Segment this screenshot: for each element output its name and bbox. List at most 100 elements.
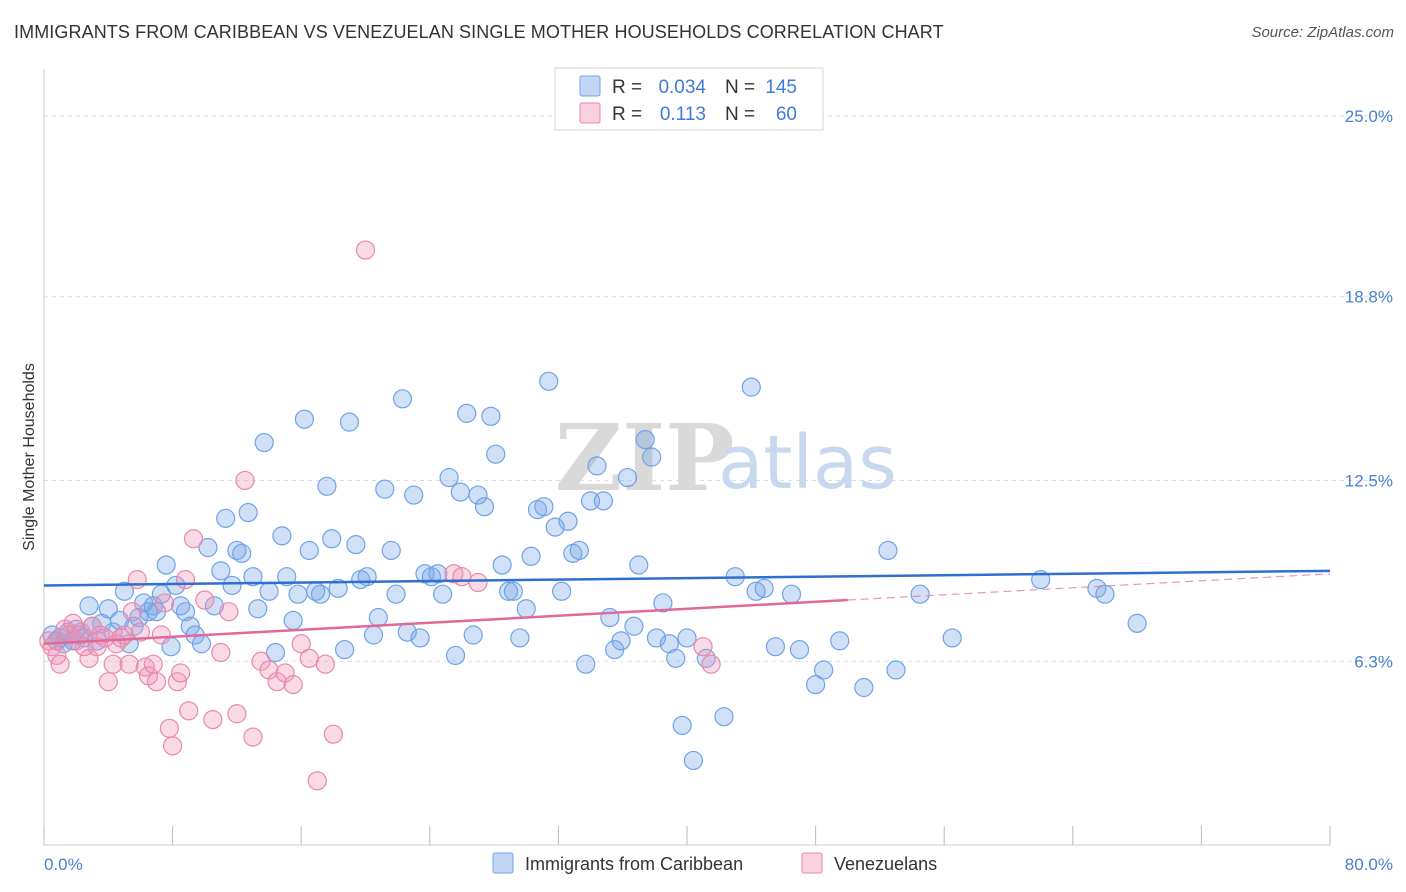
legend: R = 0.034 N = 145 R = 0.113 N = 60 bbox=[554, 67, 824, 131]
venezuelan-point-14 bbox=[95, 628, 115, 648]
caribbean-point-13 bbox=[98, 599, 118, 619]
caribbean-point-128 bbox=[830, 631, 850, 651]
venezuelan-point-29 bbox=[154, 593, 175, 613]
caribbean-point-25 bbox=[156, 555, 176, 575]
caribbean-point-132 bbox=[910, 584, 930, 604]
caribbean-point-106 bbox=[624, 616, 644, 636]
caribbean-point-89 bbox=[521, 546, 541, 566]
caribbean-point-101 bbox=[593, 491, 614, 511]
caribbean-point-66 bbox=[386, 584, 406, 604]
bottom-legend-swatch-blue bbox=[492, 852, 514, 874]
caribbean-point-125 bbox=[789, 640, 810, 660]
x-tick-right: 80.0% bbox=[1345, 855, 1393, 874]
caribbean-point-111 bbox=[653, 593, 673, 613]
caribbean-point-123 bbox=[765, 637, 786, 657]
legend-n-label-1: N = bbox=[725, 77, 755, 98]
caribbean-point-133 bbox=[942, 628, 962, 648]
venezuelan-point-42 bbox=[235, 470, 255, 491]
caribbean-point-36 bbox=[216, 508, 236, 528]
caribbean-point-109 bbox=[642, 447, 662, 467]
trend-line-caribbean bbox=[43, 569, 1331, 587]
caribbean-point-137 bbox=[1127, 613, 1147, 633]
caribbean-point-91 bbox=[534, 497, 554, 517]
venezuelan-point-26 bbox=[143, 654, 163, 674]
chart-title: IMMIGRANTS FROM CARIBBEAN VS VENEZUELAN … bbox=[14, 22, 944, 42]
trend-line-venezuelans bbox=[43, 598, 848, 646]
y-tick-label-1: 18.8% bbox=[1345, 288, 1393, 307]
trend-lines bbox=[43, 569, 1331, 646]
caribbean-point-44 bbox=[259, 581, 279, 601]
legend-n-value-2: 60 bbox=[776, 104, 797, 125]
venezuelan-point-39 bbox=[211, 642, 231, 663]
venezuelan-point-0 bbox=[39, 631, 59, 651]
caribbean-point-67 bbox=[392, 389, 413, 409]
caribbean-point-27 bbox=[166, 575, 186, 596]
venezuelan-point-56 bbox=[452, 567, 472, 587]
venezuelan-point-52 bbox=[315, 654, 335, 674]
caribbean-point-126 bbox=[805, 675, 826, 695]
caribbean-point-74 bbox=[433, 584, 453, 604]
caribbean-point-54 bbox=[317, 476, 337, 496]
caribbean-point-53 bbox=[310, 584, 331, 604]
caribbean-point-29 bbox=[175, 602, 196, 622]
venezuelan-point-43 bbox=[243, 727, 263, 747]
caribbean-point-84 bbox=[492, 555, 512, 575]
y-tick-labels: 25.0% 18.8% 12.5% 6.3% bbox=[1345, 107, 1393, 671]
caribbean-point-46 bbox=[272, 526, 292, 546]
caribbean-point-62 bbox=[363, 625, 384, 645]
caribbean-point-107 bbox=[629, 555, 649, 575]
venezuelan-point-50 bbox=[299, 648, 319, 668]
legend-r-label-2: R = bbox=[612, 104, 642, 125]
caribbean-point-130 bbox=[878, 540, 898, 561]
venezuelan-point-20 bbox=[119, 654, 139, 674]
caribbean-point-97 bbox=[569, 540, 589, 561]
venezuelan-point-22 bbox=[127, 570, 147, 590]
y-axis-label: Single Mother Households bbox=[21, 363, 38, 551]
caribbean-point-83 bbox=[486, 444, 506, 464]
x-tick-left: 0.0% bbox=[44, 855, 83, 874]
venezuelan-point-33 bbox=[171, 663, 191, 683]
legend-r-value-1: 0.034 bbox=[658, 77, 706, 98]
watermark: ZIP atlas bbox=[555, 404, 897, 512]
caribbean-point-48 bbox=[283, 610, 303, 631]
caribbean-point-129 bbox=[854, 677, 874, 698]
caribbean-point-127 bbox=[814, 660, 834, 680]
venezuelan-point-38 bbox=[203, 709, 223, 730]
caribbean-point-59 bbox=[346, 535, 366, 555]
venezuelan-point-16 bbox=[103, 654, 123, 674]
caribbean-point-122 bbox=[754, 578, 774, 598]
venezuelan-point-23 bbox=[130, 622, 151, 642]
caribbean-point-94 bbox=[552, 581, 572, 601]
venezuelan-point-57 bbox=[468, 572, 488, 593]
venezuelan-point-58 bbox=[693, 637, 713, 657]
venezuelan-point-48 bbox=[283, 675, 303, 695]
caribbean-point-88 bbox=[516, 599, 536, 619]
x-ticks bbox=[43, 826, 1331, 845]
venezuelan-point-34 bbox=[175, 570, 196, 590]
caribbean-point-73 bbox=[428, 564, 448, 584]
caribbean-point-51 bbox=[299, 540, 319, 561]
y-tick-label-0: 25.0% bbox=[1345, 107, 1393, 126]
caribbean-point-131 bbox=[886, 660, 906, 680]
y-tick-label-3: 6.3% bbox=[1354, 652, 1393, 671]
legend-r-label-1: R = bbox=[612, 77, 642, 98]
caribbean-point-136 bbox=[1095, 584, 1115, 604]
series-caribbean-points bbox=[42, 371, 1147, 771]
y-tick-label-2: 12.5% bbox=[1345, 471, 1393, 490]
caribbean-point-9 bbox=[79, 596, 99, 616]
caribbean-point-82 bbox=[481, 406, 501, 426]
caribbean-point-41 bbox=[243, 567, 263, 587]
caribbean-point-47 bbox=[277, 567, 297, 587]
venezuelan-point-59 bbox=[701, 654, 721, 674]
caribbean-point-35 bbox=[211, 561, 231, 581]
caribbean-point-80 bbox=[468, 485, 488, 505]
caribbean-point-118 bbox=[714, 707, 734, 727]
caribbean-point-56 bbox=[328, 578, 348, 598]
watermark-atlas: atlas bbox=[718, 420, 897, 506]
venezuelan-point-41 bbox=[227, 704, 247, 724]
venezuelan-point-21 bbox=[122, 602, 143, 622]
caribbean-point-104 bbox=[611, 631, 631, 651]
caribbean-point-87 bbox=[510, 628, 530, 648]
caribbean-point-92 bbox=[539, 371, 559, 391]
bottom-legend-label-venezuelans: Venezuelans bbox=[834, 854, 937, 874]
